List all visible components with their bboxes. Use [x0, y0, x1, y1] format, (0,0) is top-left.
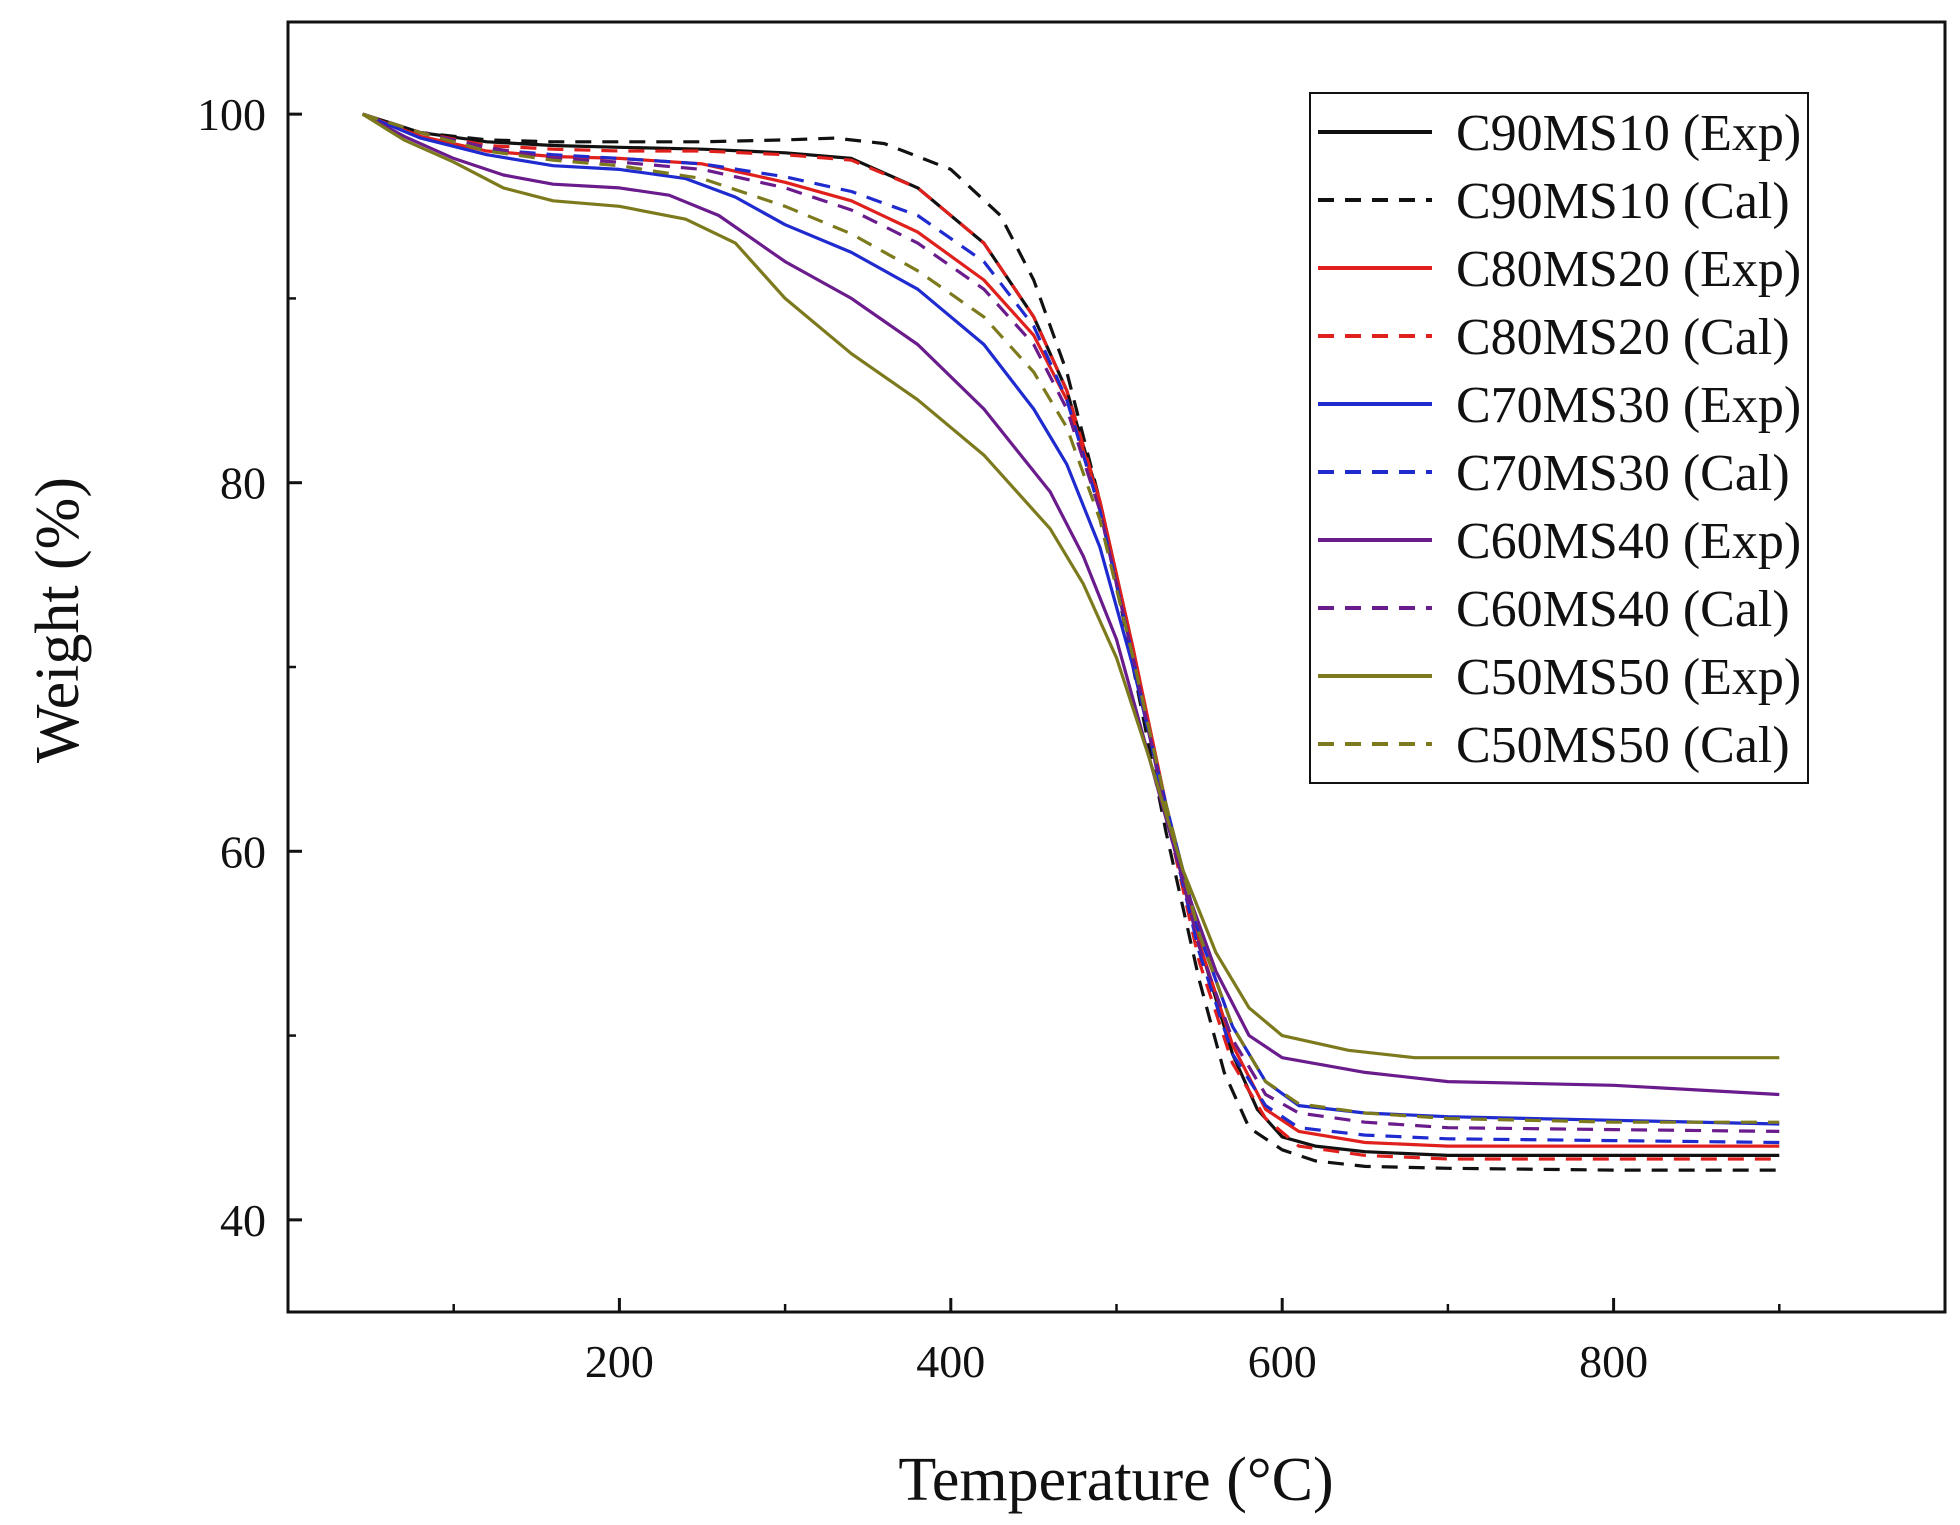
legend-label: C60MS40 (Cal): [1456, 581, 1790, 638]
x-tick-label: 200: [585, 1336, 654, 1387]
y-axis-title: Weight (%): [24, 477, 92, 763]
legend-label: C60MS40 (Exp): [1456, 513, 1801, 570]
y-tick-label: 40: [220, 1195, 266, 1246]
series-layer: [361, 112, 1780, 1172]
x-tick-label: 400: [916, 1336, 985, 1387]
legend-label: C70MS30 (Exp): [1456, 377, 1801, 434]
axis-ticks: 200 400 600 800 40 60 80 100: [197, 89, 1781, 1387]
y-tick-label: 100: [197, 89, 266, 140]
legend-label: C80MS20 (Cal): [1456, 309, 1790, 366]
y-tick-label: 60: [220, 826, 266, 877]
series-line-c80ms20-cal: [362, 112, 1780, 1161]
y-tick-label: 80: [220, 458, 266, 509]
series-line-c90ms10-cal: [362, 112, 1780, 1172]
legend-box: [1309, 92, 1809, 784]
legend: C90MS10 (Exp) C90MS10 (Cal) C80MS20 (Exp) C…: [1309, 92, 1809, 784]
series-line-c60ms40-cal: [362, 112, 1780, 1133]
legend-label: C70MS30 (Cal): [1456, 445, 1790, 502]
series-line-c50ms50-cal: [362, 112, 1780, 1124]
series-line-c50ms50-exp: [361, 112, 1780, 1060]
x-axis-title: Temperature (°C): [898, 1446, 1333, 1514]
x-tick-label: 600: [1248, 1336, 1317, 1387]
series-line-c60ms40-exp: [361, 112, 1780, 1097]
legend-label: C90MS10 (Cal): [1456, 173, 1790, 230]
legend-label: C80MS20 (Exp): [1456, 241, 1801, 298]
x-tick-label: 800: [1579, 1336, 1648, 1387]
legend-label: C50MS50 (Cal): [1456, 717, 1790, 774]
legend-label: C50MS50 (Exp): [1456, 649, 1801, 706]
legend-label: C90MS10 (Exp): [1456, 105, 1801, 162]
series-line-c70ms30-cal: [362, 112, 1780, 1145]
